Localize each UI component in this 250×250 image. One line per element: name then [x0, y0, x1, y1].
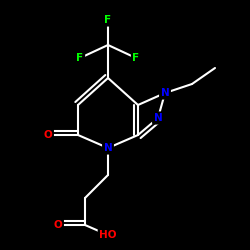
Text: F: F	[132, 53, 140, 63]
Text: N: N	[104, 143, 112, 153]
Text: O: O	[54, 220, 62, 230]
Text: F: F	[76, 53, 84, 63]
Text: N: N	[160, 88, 170, 98]
Text: N: N	[154, 113, 162, 123]
Text: HO: HO	[99, 230, 117, 240]
Text: O: O	[44, 130, 52, 140]
Text: F: F	[104, 15, 112, 25]
